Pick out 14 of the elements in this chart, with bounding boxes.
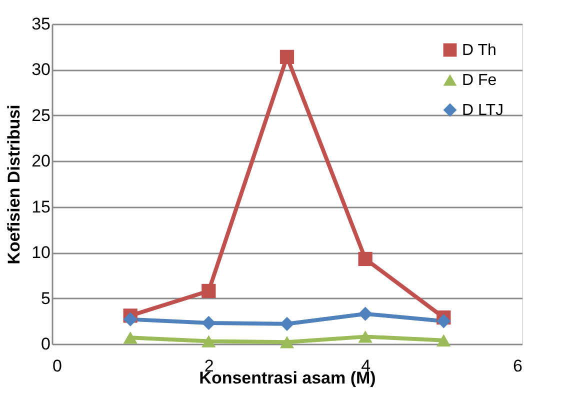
y-tick-label: 25: [32, 106, 50, 125]
y-tick-label: 0: [41, 334, 50, 354]
y-axis-title: Koefisien Distribusi: [4, 104, 24, 264]
legend-label: D Th: [462, 42, 496, 59]
y-tick-label: 15: [32, 197, 50, 216]
y-tick-label: 20: [32, 152, 50, 171]
y-tick-label: 35: [32, 14, 50, 34]
y-tick-label: 5: [41, 288, 50, 308]
x-tick-label: 0: [52, 356, 62, 376]
legend-label: D Fe: [462, 72, 497, 89]
x-tick-label: 6: [513, 356, 522, 376]
legend-label: D LTJ: [462, 102, 504, 119]
y-tick-label: 10: [32, 243, 50, 262]
y-tick-label: 30: [32, 60, 50, 80]
